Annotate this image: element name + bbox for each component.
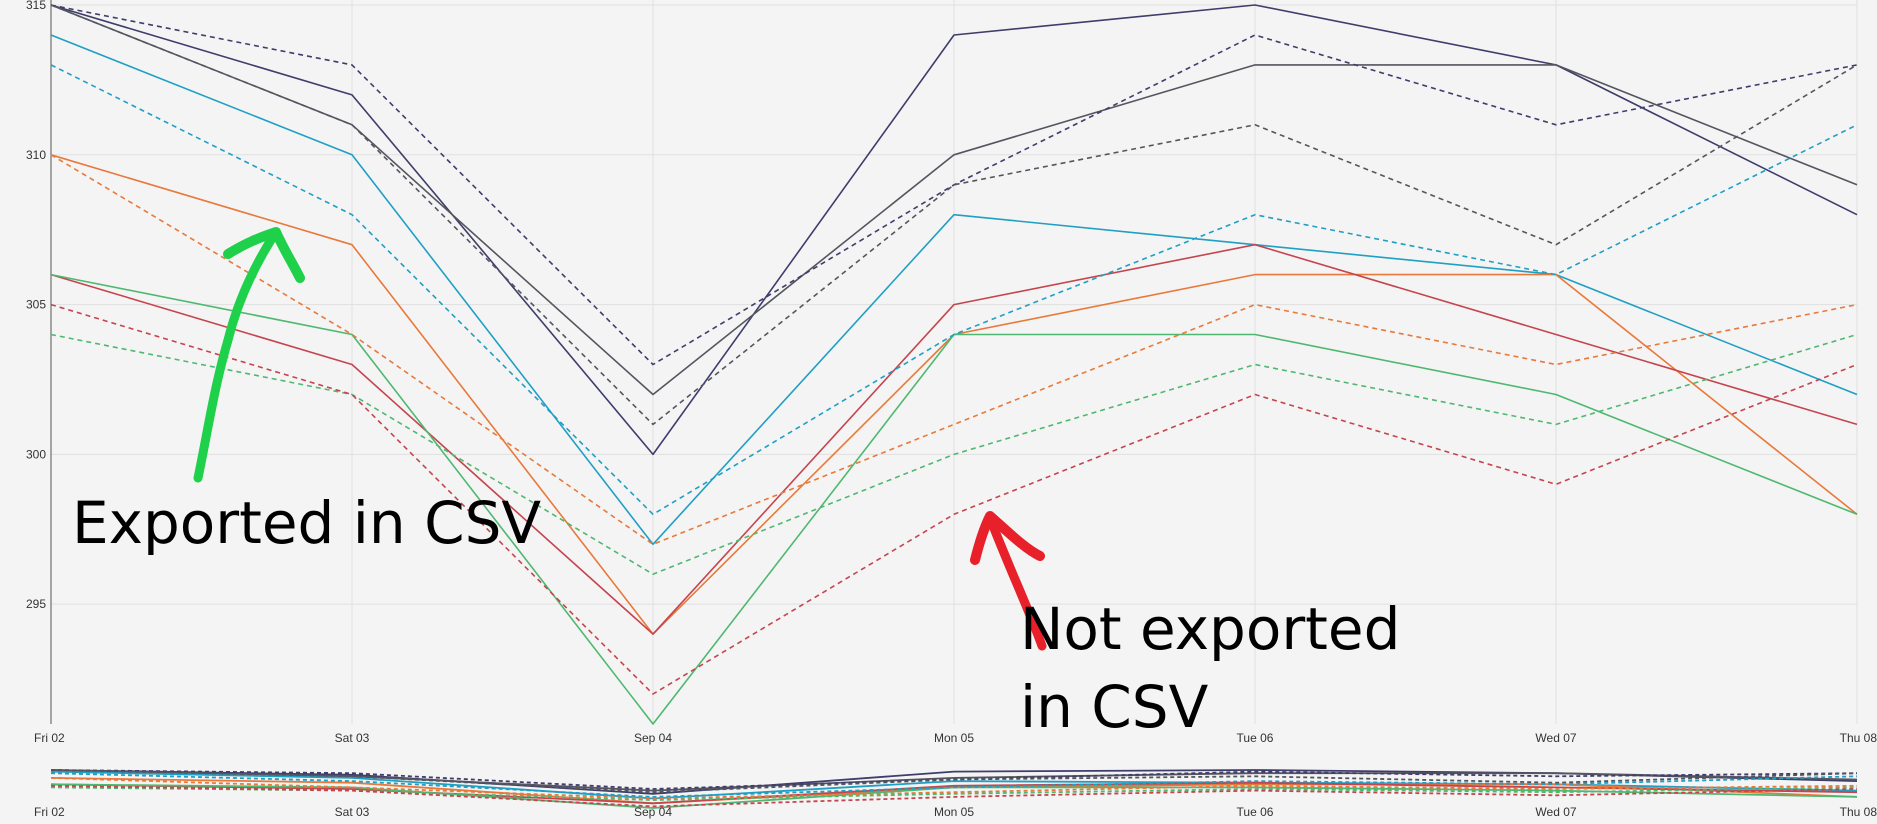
y-tick-label: 315: [26, 0, 46, 12]
red-arrow-icon: [985, 513, 1047, 651]
series-lines: [50, 4, 1858, 725]
green-arrowhead-icon: [223, 227, 305, 283]
navigator-line-5: [50, 781, 1858, 805]
x-tick-label: Fri 02: [34, 731, 65, 745]
navigator-x-tick-label: Tue 06: [1237, 805, 1274, 819]
x-tick-label: Mon 05: [934, 731, 974, 745]
x-tick-label: Tue 06: [1237, 731, 1274, 745]
x-tick-label: Wed 07: [1535, 731, 1576, 745]
navigator-x-tick-label: Thu 08: [1840, 805, 1877, 819]
y-tick-label: 305: [26, 298, 46, 312]
navigator-line-9: [50, 772, 1858, 798]
navigator-series: [50, 769, 1858, 809]
x-tick-label: Sep 04: [634, 731, 672, 745]
green-arrow-icon: [193, 227, 281, 483]
y-tick-label: 295: [26, 597, 46, 611]
navigator-x-tick-label: Mon 05: [934, 805, 974, 819]
series-line-9: [50, 64, 1858, 516]
series-line-12: [50, 303, 1858, 695]
series-line-8: [50, 4, 1858, 426]
navigator-line-10: [50, 777, 1858, 800]
y-tick-label: 310: [26, 148, 46, 162]
annotation-not-exported: Not exported in CSV: [1020, 595, 1401, 741]
navigator-line-12: [50, 784, 1858, 808]
grid-lines: [50, 0, 1858, 724]
navigator-x-tick-label: Wed 07: [1535, 805, 1576, 819]
x-tick-label: Thu 08: [1840, 731, 1877, 745]
annotation-exported: Exported in CSV: [72, 489, 542, 557]
series-line-5: [50, 243, 1858, 635]
navigator-x-tick-label: Sat 03: [335, 805, 370, 819]
red-arrowhead-icon: [970, 511, 1045, 565]
annotation-arrows: [193, 227, 1047, 651]
series-line-11: [50, 333, 1858, 576]
x-tick-label: Sat 03: [335, 731, 370, 745]
y-tick-label: 300: [26, 447, 46, 461]
navigator-x-axis-ticks: Fri 02 Sat 03 Sep 04 Mon 05 Tue 06 Wed 07 Thu …: [34, 805, 1877, 819]
navigator-x-tick-label: Fri 02: [34, 805, 65, 819]
navigator-x-tick-label: Sep 04: [634, 805, 672, 819]
series-line-7: [50, 4, 1858, 366]
series-line-2: [50, 4, 1858, 396]
x-axis-ticks: Fri 02 Sat 03 Sep 04 Mon 05 Tue 06 Wed 07 Thu …: [34, 731, 1877, 745]
navigator-line-8: [50, 769, 1858, 794]
y-axis-ticks: 295 300 305 310 315: [26, 0, 46, 611]
